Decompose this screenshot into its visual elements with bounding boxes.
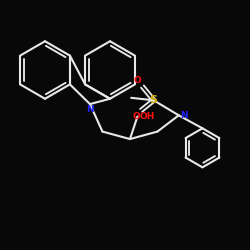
Text: N: N xyxy=(180,111,188,120)
Text: O: O xyxy=(134,76,141,85)
Text: OH: OH xyxy=(140,112,155,120)
Text: N: N xyxy=(86,105,94,114)
Text: O: O xyxy=(132,112,140,120)
Text: S: S xyxy=(150,95,158,105)
